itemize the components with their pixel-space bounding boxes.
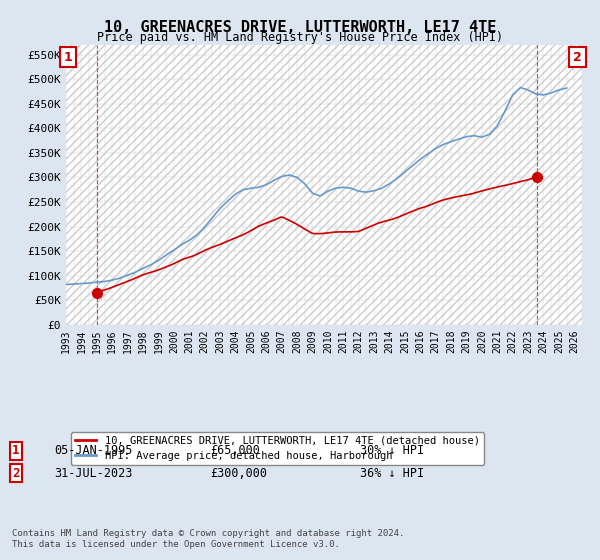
Text: 1: 1 [12, 444, 19, 458]
Text: 36% ↓ HPI: 36% ↓ HPI [360, 466, 424, 480]
Text: 31-JUL-2023: 31-JUL-2023 [54, 466, 133, 480]
Text: £65,000: £65,000 [210, 444, 260, 458]
Text: Price paid vs. HM Land Registry's House Price Index (HPI): Price paid vs. HM Land Registry's House … [97, 31, 503, 44]
Text: £300,000: £300,000 [210, 466, 267, 480]
Text: 2: 2 [573, 50, 582, 64]
Text: 1: 1 [64, 50, 73, 64]
Text: Contains HM Land Registry data © Crown copyright and database right 2024.
This d: Contains HM Land Registry data © Crown c… [12, 529, 404, 549]
Text: 05-JAN-1995: 05-JAN-1995 [54, 444, 133, 458]
Legend: 10, GREENACRES DRIVE, LUTTERWORTH, LE17 4TE (detached house), HPI: Average price: 10, GREENACRES DRIVE, LUTTERWORTH, LE17 … [71, 432, 484, 465]
Text: 10, GREENACRES DRIVE, LUTTERWORTH, LE17 4TE: 10, GREENACRES DRIVE, LUTTERWORTH, LE17 … [104, 20, 496, 35]
Text: 2: 2 [12, 466, 19, 480]
Text: 30% ↓ HPI: 30% ↓ HPI [360, 444, 424, 458]
